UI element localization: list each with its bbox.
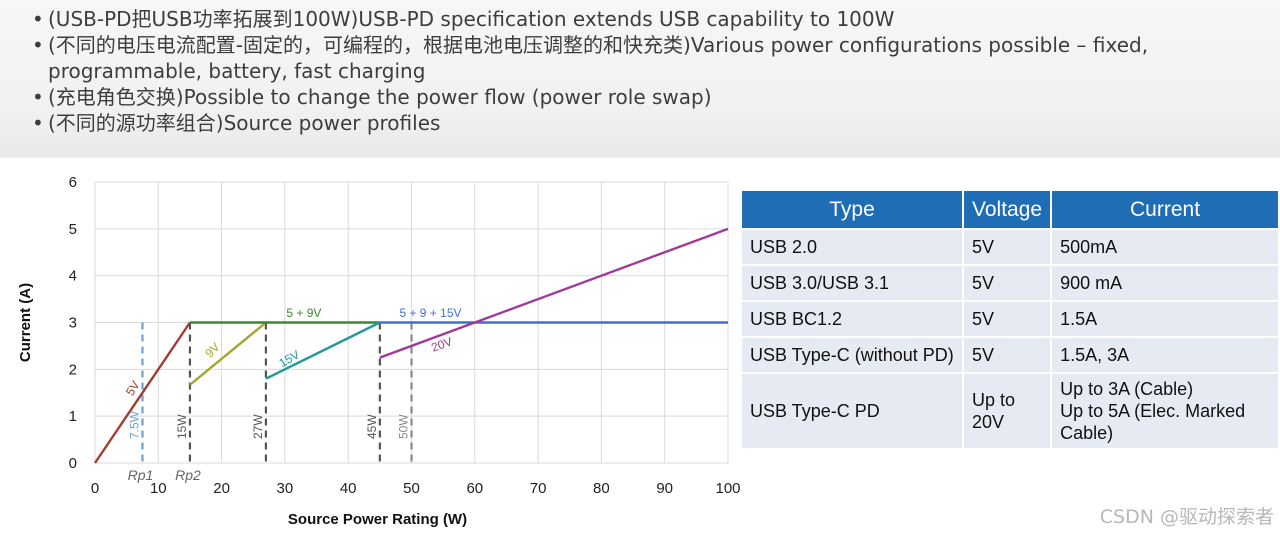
bullet-item: • (不同的源功率组合)Source power profiles	[32, 110, 1228, 136]
series-line	[189, 321, 267, 386]
cell-type: USB 2.0	[740, 228, 964, 266]
table-row: USB Type-C (without PD) 5V 1.5A, 3A	[740, 336, 1280, 374]
bullet-dot: •	[32, 33, 44, 57]
top-band	[0, 0, 1280, 158]
bullet-dot: •	[32, 85, 44, 109]
table-row: USB 3.0/USB 3.1 5V 900 mA	[740, 264, 1280, 302]
table-header-row: Type Voltage Current	[740, 189, 1280, 230]
cell-current: 1.5A, 3A	[1050, 336, 1280, 374]
x-tick-label: 70	[530, 480, 547, 497]
cell-voltage: Up to 20V	[961, 372, 1053, 450]
cell-type: USB BC1.2	[740, 300, 964, 338]
cell-voltage: 5V	[961, 336, 1053, 374]
current-line: Up to 3A (Cable)	[1060, 379, 1194, 399]
voltage-line: 20V	[972, 412, 1005, 432]
bullet-text: (不同的源功率组合)Source power profiles	[48, 111, 441, 135]
vertical-marker-label: 7.5W	[127, 410, 141, 439]
bullet-text: (USB-PD把USB功率拓展到100W)USB-PD specificatio…	[48, 7, 895, 31]
bullet-text: (不同的电压电流配置-固定的，可编程的，根据电池电压调整的和快充类)Variou…	[48, 33, 1149, 83]
series-line	[265, 321, 381, 380]
y-tick-label: 5	[69, 221, 77, 238]
x-axis-title: Source Power Rating (W)	[288, 511, 467, 528]
bullet-item: • (充电角色交换)Possible to change the power f…	[32, 84, 1228, 110]
header-current: Current	[1050, 189, 1280, 230]
y-tick-label: 0	[69, 455, 77, 472]
voltage-line: Up to	[972, 390, 1016, 410]
x-tick-label: 0	[91, 480, 99, 497]
cell-type: USB 3.0/USB 3.1	[740, 264, 964, 302]
vertical-marker-label: 27W	[251, 414, 265, 439]
bullet-list: • (USB-PD把USB功率拓展到100W)USB-PD specificat…	[32, 6, 1228, 136]
y-tick-label: 4	[69, 268, 77, 285]
cell-current: 500mA	[1050, 228, 1280, 266]
bullet-dot: •	[32, 111, 44, 135]
vertical-marker-label: 15W	[175, 414, 189, 439]
series-line	[379, 227, 729, 359]
bullet-item: • (不同的电压电流配置-固定的，可编程的，根据电池电压调整的和快充类)Vari…	[32, 32, 1228, 84]
current-line: Cable)	[1060, 423, 1114, 443]
cell-type: USB Type-C PD	[740, 372, 964, 450]
bullet-dot: •	[32, 7, 44, 31]
y-axis-title: Current (A)	[17, 283, 34, 362]
header-type: Type	[740, 189, 964, 230]
vertical-marker-label: 50W	[397, 414, 411, 439]
point-label: Rp1	[128, 467, 154, 483]
y-tick-label: 3	[69, 315, 77, 332]
x-tick-label: 50	[403, 480, 420, 497]
table-row: USB Type-C PD Up to 20V Up to 3A (Cable)…	[740, 372, 1280, 450]
table-row: USB BC1.2 5V 1.5A	[740, 300, 1280, 338]
x-tick-label: 100	[715, 480, 740, 497]
cell-voltage: 5V	[961, 300, 1053, 338]
series-label: 15V	[276, 347, 301, 370]
cell-voltage: 5V	[961, 228, 1053, 266]
x-tick-label: 60	[466, 480, 483, 497]
x-tick-label: 10	[150, 480, 167, 497]
table-row: USB 2.0 5V 500mA	[740, 228, 1280, 266]
watermark: CSDN @驱动探索者	[1099, 506, 1274, 528]
series-label: 9V	[202, 340, 222, 360]
vertical-marker-label: 45W	[365, 414, 379, 439]
bullet-text: (充电角色交换)Possible to change the power flo…	[48, 85, 712, 109]
cell-voltage: 5V	[961, 264, 1053, 302]
series-label: 5 + 9 + 15V	[399, 306, 461, 320]
x-tick-label: 80	[593, 480, 610, 497]
header-voltage: Voltage	[961, 189, 1053, 230]
series-label: 5V	[123, 378, 143, 398]
x-tick-label: 40	[340, 480, 357, 497]
cell-current: 900 mA	[1050, 264, 1280, 302]
point-label: Rp2	[175, 467, 201, 483]
current-line: Up to 5A (Elec. Marked	[1060, 401, 1246, 421]
y-tick-label: 6	[69, 174, 77, 191]
y-tick-label: 2	[69, 361, 77, 378]
cell-current: Up to 3A (Cable) Up to 5A (Elec. Marked …	[1050, 372, 1280, 450]
cell-current: 1.5A	[1050, 300, 1280, 338]
bullet-item: • (USB-PD把USB功率拓展到100W)USB-PD specificat…	[32, 6, 1228, 32]
y-tick-label: 1	[69, 408, 77, 425]
power-rating-chart: 0 10 20 30 40 50 60 70 80 90 100 0 1 2 3 4 5 6 Source Powe…	[17, 174, 741, 528]
cell-type: USB Type-C (without PD)	[740, 336, 964, 374]
series-label: 5 + 9V	[286, 306, 321, 320]
usb-power-table: Type Voltage Current USB 2.0 5V 500mA US…	[740, 189, 1280, 450]
x-tick-label: 90	[656, 480, 673, 497]
x-tick-label: 30	[277, 480, 294, 497]
x-tick-label: 20	[213, 480, 230, 497]
series-line	[94, 321, 191, 464]
series-label: 20V	[429, 334, 454, 354]
